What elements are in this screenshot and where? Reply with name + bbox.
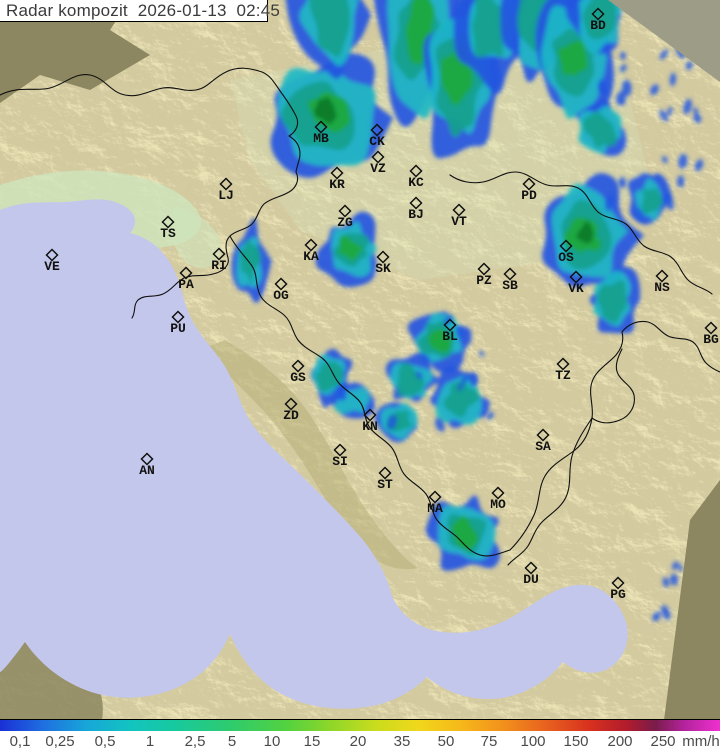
svg-text:GS: GS <box>290 370 306 385</box>
svg-text:TS: TS <box>160 226 176 241</box>
svg-text:PZ: PZ <box>476 273 492 288</box>
svg-text:PD: PD <box>521 188 537 203</box>
svg-text:KA: KA <box>303 249 319 264</box>
svg-text:DU: DU <box>523 572 539 587</box>
svg-text:VZ: VZ <box>370 161 386 176</box>
svg-text:TZ: TZ <box>555 368 571 383</box>
svg-text:OG: OG <box>273 288 289 303</box>
svg-text:ZG: ZG <box>337 215 353 230</box>
svg-text:MO: MO <box>490 497 506 512</box>
svg-text:KN: KN <box>362 419 378 434</box>
svg-text:SI: SI <box>332 454 348 469</box>
svg-text:OS: OS <box>558 250 574 265</box>
svg-text:PU: PU <box>170 321 186 336</box>
svg-text:MB: MB <box>313 131 329 146</box>
svg-text:PA: PA <box>178 277 194 292</box>
svg-text:BL: BL <box>442 329 458 344</box>
svg-text:ST: ST <box>377 477 393 492</box>
svg-text:KC: KC <box>408 175 424 190</box>
svg-text:SB: SB <box>502 278 518 293</box>
svg-text:RI: RI <box>211 258 227 273</box>
svg-text:KR: KR <box>329 177 345 192</box>
svg-text:VE: VE <box>44 259 60 274</box>
svg-text:VT: VT <box>451 214 467 229</box>
svg-text:ZD: ZD <box>283 408 299 423</box>
svg-text:PG: PG <box>610 587 626 602</box>
svg-text:LJ: LJ <box>218 188 234 203</box>
svg-text:MA: MA <box>427 501 443 516</box>
svg-text:CK: CK <box>369 134 385 149</box>
svg-text:BD: BD <box>590 18 606 33</box>
svg-text:BG: BG <box>703 332 719 347</box>
svg-text:BJ: BJ <box>408 207 424 222</box>
svg-text:SK: SK <box>375 261 391 276</box>
svg-text:VK: VK <box>568 281 584 296</box>
svg-text:NS: NS <box>654 280 670 295</box>
svg-text:AN: AN <box>139 463 155 478</box>
svg-text:SA: SA <box>535 439 551 454</box>
